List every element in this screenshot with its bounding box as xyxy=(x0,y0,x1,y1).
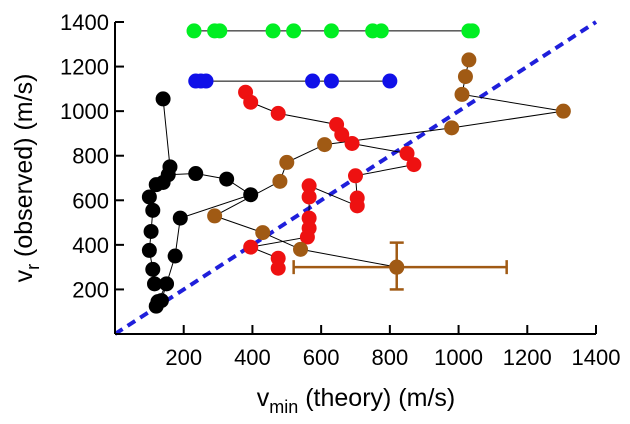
series-3-point-10 xyxy=(349,198,365,214)
series-4-point-8 xyxy=(207,208,223,224)
y-tick-label-5: 1200 xyxy=(60,55,109,80)
series-3-point-7 xyxy=(406,157,422,173)
series-0-point-3 xyxy=(265,23,281,39)
series-2-point-16 xyxy=(145,202,161,218)
y-tick-label-6: 1400 xyxy=(60,10,109,35)
x-axis-title-rest: (theory) (m/s) xyxy=(298,384,455,412)
x-axis-title-sub: min xyxy=(269,397,298,417)
series-3-point-1 xyxy=(243,94,259,110)
y-axis-title-main: v xyxy=(10,269,38,282)
x-tick-label-4: 1000 xyxy=(434,345,483,370)
x-tick-label-1: 400 xyxy=(234,345,271,370)
series-0-point-5 xyxy=(323,23,339,39)
series-4-point-10 xyxy=(293,241,309,257)
series-2-point-15 xyxy=(143,223,159,239)
x-tick-label-0: 200 xyxy=(165,345,202,370)
series-4-point-2 xyxy=(454,86,470,102)
series-1-point-3 xyxy=(305,73,321,89)
series-0-point-2 xyxy=(212,23,228,39)
series-4-point-1 xyxy=(457,69,473,85)
series-3-point-15 xyxy=(299,229,315,245)
series-2-point-3 xyxy=(188,166,204,182)
x-tick-label-6: 1400 xyxy=(572,345,621,370)
series-2-point-5 xyxy=(243,187,259,203)
series-3-point-2 xyxy=(270,105,286,121)
series-2-point-7 xyxy=(167,248,183,264)
series-1-point-4 xyxy=(323,73,339,89)
series-2-point-14 xyxy=(141,242,157,258)
series-0-point-9 xyxy=(464,23,480,39)
series-0-point-4 xyxy=(286,23,302,39)
series-3-point-12 xyxy=(301,189,317,205)
series-3-point-5 xyxy=(344,135,360,151)
series-2-point-19 xyxy=(155,174,171,190)
series-2-point-10 xyxy=(150,294,166,310)
series-4-point-4 xyxy=(444,120,460,136)
series-4-point-9 xyxy=(255,225,271,241)
series-2-point-6 xyxy=(172,210,188,226)
series-3-point-4 xyxy=(334,127,350,143)
series-2-point-11 xyxy=(159,276,175,292)
series-3-line xyxy=(245,91,415,269)
y-tick-label-0: 200 xyxy=(72,277,109,302)
y-tick-label-3: 800 xyxy=(72,144,109,169)
series-2-point-12 xyxy=(147,276,163,292)
series-1-point-2 xyxy=(198,73,214,89)
series-2-point-4 xyxy=(219,171,235,187)
series-4-point-5 xyxy=(317,137,333,153)
series-4-point-7 xyxy=(272,173,288,189)
series-4-point-6 xyxy=(279,154,295,170)
y-axis-title: vr (observed) (m/s) xyxy=(10,74,43,283)
series-3-point-8 xyxy=(348,168,363,184)
series-4-point-11 xyxy=(389,259,405,275)
x-tick-label-2: 600 xyxy=(303,345,340,370)
series-3-point-18 xyxy=(270,260,286,276)
y-tick-label-2: 600 xyxy=(72,188,109,213)
series-0-point-7 xyxy=(373,23,389,39)
series-2-point-0 xyxy=(155,91,171,107)
series-2-point-17 xyxy=(141,189,157,205)
x-axis-title: vmin (theory) (m/s) xyxy=(257,384,455,417)
series-0-point-0 xyxy=(186,23,202,39)
series-2-point-13 xyxy=(145,261,161,277)
y-tick-label-1: 400 xyxy=(72,233,109,258)
series-4-point-0 xyxy=(461,52,477,68)
x-tick-label-3: 800 xyxy=(371,345,408,370)
series-3-point-6 xyxy=(399,145,415,161)
series-1-point-5 xyxy=(382,73,398,89)
series-3-point-11 xyxy=(301,178,317,194)
series-2-line xyxy=(148,98,252,307)
x-axis-title-main: v xyxy=(257,384,270,412)
x-tick-label-5: 1200 xyxy=(503,345,552,370)
series-3-point-16 xyxy=(243,239,259,255)
series-4-point-3 xyxy=(555,103,571,119)
y-axis-title-rest: (observed) (m/s) xyxy=(10,74,38,264)
y-axis-title-sub: r xyxy=(23,264,43,270)
y-tick-label-4: 1000 xyxy=(60,99,109,124)
